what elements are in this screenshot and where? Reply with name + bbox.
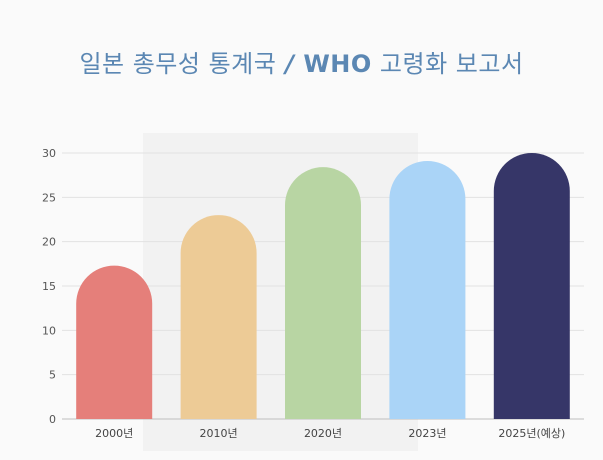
y-axis-ticks: 0 5 10 15 20 25 30 bbox=[42, 147, 56, 426]
y-tick-label: 25 bbox=[42, 191, 56, 204]
y-tick-label: 10 bbox=[42, 324, 56, 337]
y-tick-label: 20 bbox=[42, 236, 56, 249]
x-tick-label: 2020년 bbox=[304, 427, 342, 440]
bar bbox=[76, 265, 153, 419]
y-tick-label: 0 bbox=[49, 413, 56, 426]
y-tick-label: 15 bbox=[42, 280, 56, 293]
chart-title: 일본 총무성 통계국 / WHO 고령화 보고서 bbox=[0, 44, 603, 79]
title-separator: / bbox=[276, 50, 304, 78]
title-prefix: 일본 총무성 통계국 bbox=[79, 50, 277, 78]
bar bbox=[389, 160, 466, 420]
title-suffix: 고령화 보고서 bbox=[371, 50, 524, 78]
x-tick-label: 2010년 bbox=[200, 427, 238, 440]
x-tick-label: 2023년 bbox=[408, 427, 446, 440]
bar bbox=[493, 153, 570, 419]
y-tick-label: 5 bbox=[49, 369, 56, 382]
x-tick-label: 2025년(예상) bbox=[498, 427, 565, 440]
bar bbox=[285, 167, 361, 419]
bar bbox=[180, 215, 257, 419]
x-tick-label: 2000년 bbox=[95, 427, 133, 440]
title-who: WHO bbox=[303, 50, 372, 78]
y-tick-label: 30 bbox=[42, 147, 56, 160]
x-axis-ticks: 2000년 2010년 2020년 2023년 2025년(예상) bbox=[95, 427, 565, 440]
bars bbox=[76, 153, 570, 420]
